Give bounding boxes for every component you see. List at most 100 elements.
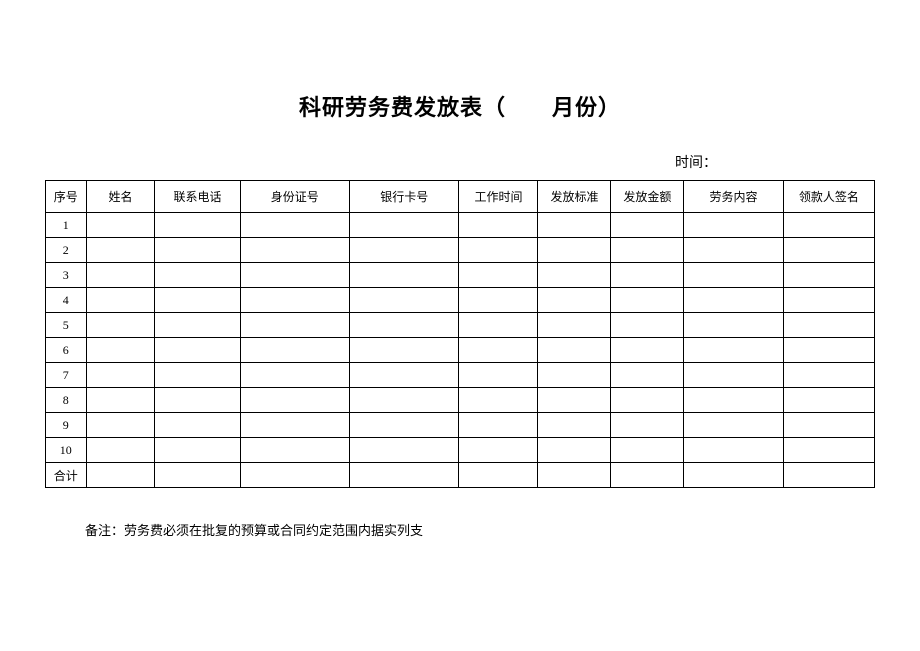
cell [86, 213, 155, 238]
cell [538, 313, 611, 338]
cell [783, 313, 874, 338]
cell [783, 463, 874, 488]
cell [459, 263, 538, 288]
cell [611, 313, 684, 338]
cell [783, 263, 874, 288]
cell [684, 338, 783, 363]
cell [240, 463, 349, 488]
cell-seq: 5 [46, 313, 87, 338]
cell [350, 263, 459, 288]
cell [783, 213, 874, 238]
footnote: 备注：劳务费必须在批复的预算或合同约定范围内据实列支 [45, 520, 875, 539]
col-header-seq: 序号 [46, 181, 87, 213]
cell [86, 388, 155, 413]
cell [611, 438, 684, 463]
cell [783, 438, 874, 463]
cell [240, 263, 349, 288]
col-header-bank: 银行卡号 [350, 181, 459, 213]
cell [459, 413, 538, 438]
col-header-amount: 发放金额 [611, 181, 684, 213]
cell [350, 388, 459, 413]
cell [155, 288, 240, 313]
col-header-sign: 领款人签名 [783, 181, 874, 213]
table-row: 4 [46, 288, 875, 313]
cell [538, 438, 611, 463]
cell [86, 263, 155, 288]
col-header-standard: 发放标准 [538, 181, 611, 213]
cell [459, 313, 538, 338]
cell [240, 438, 349, 463]
cell [86, 363, 155, 388]
cell [538, 413, 611, 438]
page-container: 科研劳务费发放表（ 月份） 时间： 序号 姓名 联系电话 身份证号 银行卡号 工… [0, 0, 920, 579]
col-header-worktime: 工作时间 [459, 181, 538, 213]
cell [155, 363, 240, 388]
cell-seq: 10 [46, 438, 87, 463]
cell-seq: 6 [46, 338, 87, 363]
table-row: 6 [46, 338, 875, 363]
cell [611, 363, 684, 388]
cell [350, 363, 459, 388]
cell [783, 288, 874, 313]
cell [611, 338, 684, 363]
payment-table: 序号 姓名 联系电话 身份证号 银行卡号 工作时间 发放标准 发放金额 劳务内容… [45, 180, 875, 488]
cell [459, 288, 538, 313]
cell [155, 438, 240, 463]
cell [86, 413, 155, 438]
cell [350, 338, 459, 363]
cell [240, 388, 349, 413]
cell [240, 363, 349, 388]
cell [350, 463, 459, 488]
cell [538, 463, 611, 488]
cell-seq: 3 [46, 263, 87, 288]
cell [538, 388, 611, 413]
cell [155, 413, 240, 438]
cell [538, 213, 611, 238]
cell [155, 263, 240, 288]
cell [350, 438, 459, 463]
time-label: 时间： [45, 152, 875, 172]
table-row: 3 [46, 263, 875, 288]
table-row: 2 [46, 238, 875, 263]
cell [684, 463, 783, 488]
cell [86, 463, 155, 488]
page-title: 科研劳务费发放表（ 月份） [45, 90, 875, 122]
cell [684, 363, 783, 388]
cell [155, 388, 240, 413]
cell-seq: 8 [46, 388, 87, 413]
cell [86, 438, 155, 463]
cell [155, 313, 240, 338]
cell [350, 213, 459, 238]
cell [611, 388, 684, 413]
cell [611, 263, 684, 288]
cell [783, 363, 874, 388]
cell [86, 238, 155, 263]
cell [684, 313, 783, 338]
cell [240, 213, 349, 238]
cell [155, 338, 240, 363]
cell [684, 213, 783, 238]
table-body: 1 2 [46, 213, 875, 488]
cell [155, 238, 240, 263]
cell [240, 338, 349, 363]
cell-seq: 9 [46, 413, 87, 438]
cell [783, 388, 874, 413]
table-row: 9 [46, 413, 875, 438]
cell [611, 238, 684, 263]
cell-total-label: 合计 [46, 463, 87, 488]
cell [459, 338, 538, 363]
cell [350, 238, 459, 263]
cell [684, 238, 783, 263]
cell-seq: 7 [46, 363, 87, 388]
cell [350, 413, 459, 438]
cell [538, 338, 611, 363]
table-row: 5 [46, 313, 875, 338]
table-row: 1 [46, 213, 875, 238]
cell [240, 313, 349, 338]
cell [538, 288, 611, 313]
cell [611, 413, 684, 438]
cell-seq: 2 [46, 238, 87, 263]
col-header-content: 劳务内容 [684, 181, 783, 213]
cell [684, 413, 783, 438]
cell [538, 263, 611, 288]
